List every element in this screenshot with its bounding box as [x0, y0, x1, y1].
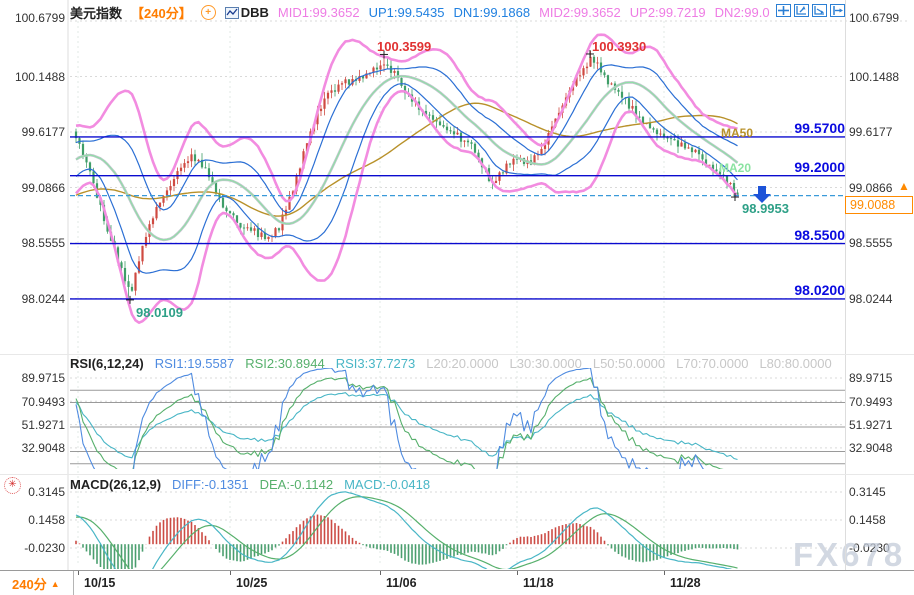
macd-axis-left-2: -0.0230	[24, 541, 65, 555]
rsi3-value: RSI3:37.7273	[335, 356, 416, 371]
date-label-0: 10/15	[84, 576, 116, 590]
symbol-name: 美元指数	[70, 6, 123, 21]
add-indicator-icon[interactable]: +	[200, 5, 216, 20]
date-axis: 240分 ▲ 10/15 10/25 11/06 11/18 11/28	[0, 570, 914, 595]
macd-axis-right-2: -0.0230	[849, 541, 890, 555]
date-label-4: 11/28	[670, 576, 701, 590]
rsi-header: RSI(6,12,24) RSI1:19.5587 RSI2:30.8944 R…	[70, 356, 832, 371]
level-label-3: 98.5500	[794, 226, 845, 243]
rsi-title: RSI(6,12,24)	[70, 356, 144, 371]
macd-diff-value: DIFF:-0.1351	[172, 477, 249, 492]
main-axis-right-2: 99.6177	[849, 125, 893, 139]
rsi-l30-label: L30:30.0000	[509, 356, 582, 371]
rsi-l20-label: L20:20.0000	[426, 356, 499, 371]
scroll-latest-icon[interactable]	[830, 4, 845, 17]
settings-sun-icon[interactable]: ✳	[4, 477, 21, 494]
date-tick	[78, 571, 79, 575]
ma50-label: MA50	[721, 126, 754, 140]
date-tick	[230, 571, 231, 575]
main-axis-left-2: 99.6177	[21, 125, 65, 139]
date-label-2: 11/06	[386, 576, 417, 590]
main-axis-right-1: 100.1488	[849, 69, 900, 84]
date-tick	[380, 571, 381, 575]
main-axis-right-4: 98.5555	[849, 236, 893, 250]
rsi-l50-label: L50:50.0000	[592, 356, 666, 371]
rsi-l80-label: L80:80.0000	[759, 356, 832, 371]
main-axis-right-5: 98.0244	[849, 291, 893, 306]
timeframe-selector[interactable]: 240分 ▲	[12, 574, 60, 593]
dropdown-arrow-icon: ▲	[50, 578, 60, 589]
macd-title: MACD(26,12,9)	[70, 477, 162, 492]
low-annotation-2: 98.9953	[742, 201, 789, 216]
timeframe-cell: 240分 ▲	[0, 571, 74, 595]
date-label-1: 10/25	[236, 576, 268, 590]
level-label-2: 99.2000	[794, 158, 845, 175]
date-label-3: 11/18	[523, 576, 554, 590]
rsi-axis-left-2: 51.9271	[21, 417, 65, 432]
main-axis-left-0: 100.6799	[14, 10, 65, 25]
rsi-axis-right-1: 70.9493	[849, 394, 893, 409]
watermark: FX678	[793, 536, 906, 573]
high-annotation-2: 100.3930	[592, 39, 647, 54]
level-label-4: 98.0200	[794, 282, 845, 298]
macd-axis-right-1: 0.1458	[849, 513, 886, 527]
main-axis-left-4: 98.5555	[21, 236, 65, 250]
chart-type-icon[interactable]	[224, 6, 239, 19]
rsi2-value: RSI2:30.8944	[245, 356, 325, 371]
macd-axis-left-0: 0.3145	[28, 485, 65, 499]
dbb-dn2-value: DN2:99.0	[714, 5, 770, 20]
rsi-axis-left-0: 89.9715	[21, 371, 65, 385]
main-axis-left-3: 99.0866	[21, 180, 65, 195]
low-annotation-1: 98.0109	[136, 305, 183, 320]
main-header: 美元指数 【240分】 + DBB MID1:99.3652 UP1:99.54…	[70, 3, 770, 22]
high-annotation-1: 100.3599	[377, 39, 432, 54]
date-tick	[664, 571, 665, 575]
dbb-up1-value: UP1:99.5435	[368, 5, 445, 20]
rsi-axis-left-1: 70.9493	[21, 394, 65, 409]
macd-axis-left-1: 0.1458	[28, 513, 65, 527]
main-axis-right-3: 99.0866	[849, 180, 893, 195]
dbb-dn1-value: DN1:99.1868	[453, 5, 531, 20]
macd-axis-right-0: 0.3145	[849, 485, 886, 499]
zoom-horizontal-icon[interactable]	[812, 4, 827, 17]
ma20-label: MA20	[719, 161, 752, 175]
rsi1-value: RSI1:19.5587	[154, 356, 235, 371]
date-tick	[517, 571, 518, 575]
dbb-mid1-value: MID1:99.3652	[277, 5, 360, 20]
dbb-mid2-value: MID2:99.3652	[539, 5, 621, 20]
rsi-axis-right-3: 32.9048	[849, 441, 893, 455]
zoom-vertical-icon[interactable]	[794, 4, 809, 17]
timeframe-label[interactable]: 【240分】	[131, 6, 192, 21]
rsi-axis-right-0: 89.9715	[849, 371, 893, 385]
current-price-box: 99.0088	[845, 196, 913, 214]
macd-dea-value: DEA:-0.1142	[259, 477, 334, 492]
pan-icon[interactable]	[776, 4, 791, 17]
price-up-arrow-icon: ▲	[898, 179, 910, 193]
macd-macd-value: MACD:-0.0418	[344, 477, 431, 492]
rsi-axis-right-2: 51.9271	[849, 417, 893, 432]
chart-toolbar	[776, 4, 845, 17]
main-axis-left-1: 100.1488	[14, 69, 65, 84]
level-label-1: 99.5700	[794, 120, 845, 136]
main-axis-left-5: 98.0244	[21, 291, 65, 306]
macd-header: MACD(26,12,9) DIFF:-0.1351 DEA:-0.1142 M…	[70, 477, 430, 492]
indicator-name: DBB	[224, 5, 269, 20]
rsi-axis-left-3: 32.9048	[21, 441, 65, 455]
rsi-l70-label: L70:70.0000	[676, 356, 749, 371]
dbb-up2-value: UP2:99.7219	[629, 5, 706, 20]
